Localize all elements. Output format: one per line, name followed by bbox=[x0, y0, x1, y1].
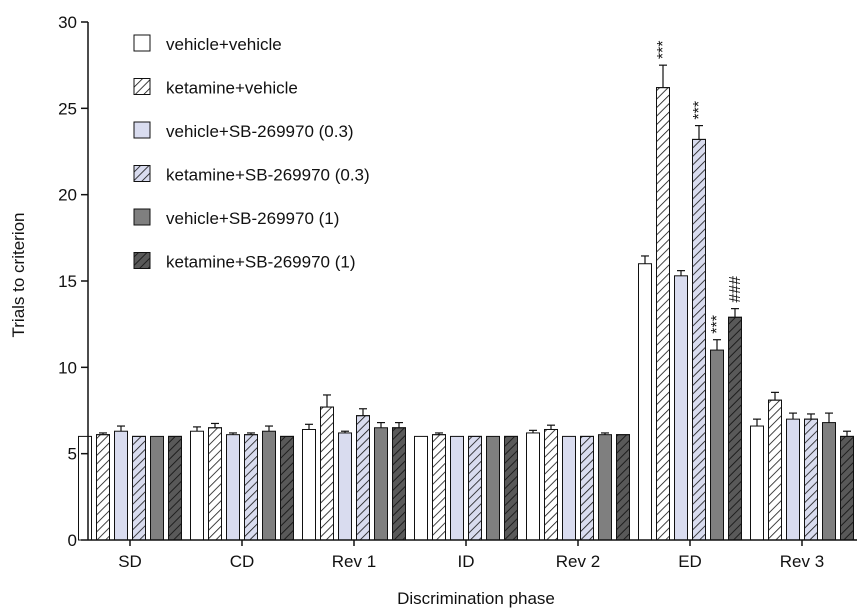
bar-hatch-rev-1-ketamine-sb-269970-1 bbox=[392, 427, 406, 541]
bar-id-vehicle-sb-269970-0-3 bbox=[450, 435, 464, 541]
legend-label-vehicle-sb-269970-1: vehicle+SB-269970 (1) bbox=[166, 209, 339, 228]
bar-rev-1-vehicle-vehicle bbox=[302, 428, 316, 541]
legend-label-ketamine-vehicle: ketamine+vehicle bbox=[166, 79, 298, 98]
bar-id-vehicle-vehicle bbox=[414, 435, 428, 541]
bar-rev-2-vehicle-sb-269970-0-3 bbox=[562, 435, 576, 541]
x-tick-label-ed: ED bbox=[678, 552, 702, 571]
bar-hatch-rev-3-ketamine-vehicle bbox=[768, 399, 782, 541]
legend-swatch-hatch-ketamine-vehicle bbox=[133, 78, 151, 95]
bar-rev-3-vehicle-sb-269970-1 bbox=[822, 422, 836, 541]
y-tick-label-5: 5 bbox=[68, 445, 77, 464]
y-tick-label-20: 20 bbox=[58, 186, 77, 205]
bar-sd-vehicle-vehicle bbox=[78, 435, 92, 541]
x-tick-label-id: ID bbox=[458, 552, 475, 571]
legend-swatch-hatch-ketamine-sb-269970-0-3 bbox=[133, 165, 151, 182]
bar-ed-vehicle-sb-269970-1 bbox=[710, 349, 724, 541]
y-tick-label-30: 30 bbox=[58, 13, 77, 32]
legend-swatch-vehicle-sb-269970-1 bbox=[133, 208, 151, 226]
legend-label-vehicle-vehicle: vehicle+vehicle bbox=[166, 35, 282, 54]
bar-id-vehicle-sb-269970-1 bbox=[486, 435, 500, 541]
bar-hatch-sd-ketamine-sb-269970-0-3 bbox=[132, 435, 146, 541]
bar-cd-vehicle-vehicle bbox=[190, 430, 204, 541]
bar-hatch-cd-ketamine-sb-269970-1 bbox=[280, 435, 294, 541]
bar-hatch-rev-2-ketamine-sb-269970-1 bbox=[616, 434, 630, 541]
significance-marker-ed-ketamine-sb-269970-0-3: *** bbox=[691, 101, 708, 120]
legend-swatch-vehicle-sb-269970-0-3 bbox=[133, 121, 151, 139]
y-tick-label-10: 10 bbox=[58, 358, 77, 377]
bar-ed-vehicle-vehicle bbox=[638, 263, 652, 541]
bar-hatch-cd-ketamine-sb-269970-0-3 bbox=[244, 434, 258, 541]
legend-swatch-hatch-ketamine-sb-269970-1 bbox=[133, 252, 151, 269]
bars-layer: *********### bbox=[78, 40, 854, 541]
bar-hatch-rev-3-ketamine-sb-269970-1 bbox=[840, 435, 854, 541]
bar-hatch-rev-2-ketamine-vehicle bbox=[544, 428, 558, 541]
significance-marker-ed-vehicle-sb-269970-1: *** bbox=[709, 315, 726, 334]
bar-hatch-rev-3-ketamine-sb-269970-0-3 bbox=[804, 418, 818, 541]
x-tick-label-rev-2: Rev 2 bbox=[556, 552, 600, 571]
bar-rev-1-vehicle-sb-269970-1 bbox=[374, 427, 388, 541]
bar-hatch-ed-ketamine-sb-269970-1 bbox=[728, 316, 742, 541]
y-axis-title: Trials to criterion bbox=[9, 212, 28, 337]
axes: 0 5 10 15 20 25 30 SD CD Rev 1 ID Rev 2 ED Rev 3 bbox=[58, 13, 857, 571]
bar-rev-1-vehicle-sb-269970-0-3 bbox=[338, 432, 352, 541]
bar-hatch-id-ketamine-sb-269970-0-3 bbox=[468, 435, 482, 541]
legend-label-ketamine-sb-269970-0-3: ketamine+SB-269970 (0.3) bbox=[166, 166, 370, 185]
bar-hatch-rev-1-ketamine-vehicle bbox=[320, 406, 334, 541]
bar-hatch-rev-1-ketamine-sb-269970-0-3 bbox=[356, 415, 370, 541]
legend: vehicle+vehicle ketamine+vehicle vehicle+S… bbox=[133, 34, 370, 272]
legend-swatch-vehicle-vehicle bbox=[133, 34, 151, 52]
bar-hatch-sd-ketamine-vehicle bbox=[96, 434, 110, 541]
bar-hatch-sd-ketamine-sb-269970-1 bbox=[168, 435, 182, 541]
bar-hatch-id-ketamine-sb-269970-1 bbox=[504, 435, 518, 541]
x-axis-title: Discrimination phase bbox=[397, 589, 555, 608]
y-tick-label-0: 0 bbox=[68, 531, 77, 550]
bar-sd-vehicle-sb-269970-1 bbox=[150, 435, 164, 541]
bar-hatch-ed-ketamine-vehicle bbox=[656, 87, 670, 541]
x-tick-label-rev-1: Rev 1 bbox=[332, 552, 376, 571]
y-tick-label-25: 25 bbox=[58, 99, 77, 118]
significance-marker-ed-ketamine-sb-269970-1: ### bbox=[727, 276, 744, 303]
bar-ed-vehicle-sb-269970-0-3 bbox=[674, 275, 688, 541]
bar-hatch-ed-ketamine-sb-269970-0-3 bbox=[692, 138, 706, 541]
bar-hatch-id-ketamine-vehicle bbox=[432, 434, 446, 541]
bar-rev-3-vehicle-vehicle bbox=[750, 425, 764, 541]
x-tick-label-sd: SD bbox=[118, 552, 142, 571]
significance-marker-ed-ketamine-vehicle: *** bbox=[655, 40, 672, 59]
x-tick-label-rev-3: Rev 3 bbox=[780, 552, 824, 571]
legend-label-ketamine-sb-269970-1: ketamine+SB-269970 (1) bbox=[166, 253, 355, 272]
bar-sd-vehicle-sb-269970-0-3 bbox=[114, 430, 128, 541]
bar-rev-2-vehicle-vehicle bbox=[526, 432, 540, 541]
bar-hatch-cd-ketamine-vehicle bbox=[208, 427, 222, 541]
bar-rev-3-vehicle-sb-269970-0-3 bbox=[786, 418, 800, 541]
legend-label-vehicle-sb-269970-0-3: vehicle+SB-269970 (0.3) bbox=[166, 122, 354, 141]
bar-cd-vehicle-sb-269970-0-3 bbox=[226, 434, 240, 541]
bar-hatch-rev-2-ketamine-sb-269970-0-3 bbox=[580, 435, 594, 541]
x-tick-label-cd: CD bbox=[230, 552, 255, 571]
bar-cd-vehicle-sb-269970-1 bbox=[262, 430, 276, 541]
y-tick-label-15: 15 bbox=[58, 272, 77, 291]
bar-rev-2-vehicle-sb-269970-1 bbox=[598, 434, 612, 541]
